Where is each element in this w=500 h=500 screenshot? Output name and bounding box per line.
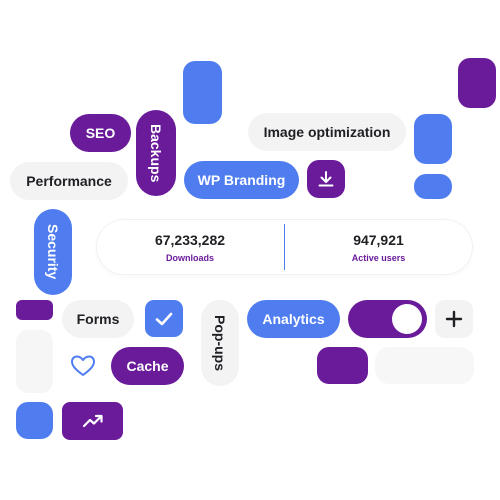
download-icon <box>316 169 336 189</box>
checkmark-icon <box>153 308 175 330</box>
trending-up-icon <box>82 413 104 429</box>
pop-ups-tag: Pop-ups <box>201 300 239 386</box>
favorite-button[interactable] <box>66 349 100 383</box>
stats-divider <box>284 224 285 270</box>
decor-block <box>414 174 452 199</box>
active-users-stat: 947,921 Active users <box>285 232 472 263</box>
toggle-switch[interactable] <box>348 300 427 338</box>
download-button[interactable] <box>307 160 345 198</box>
security-label: Security <box>45 224 61 280</box>
forms-tag: Forms <box>62 300 134 338</box>
analytics-tag: Analytics <box>247 300 340 338</box>
seo-tag: SEO <box>70 114 131 152</box>
add-button[interactable] <box>435 300 473 338</box>
checkbox[interactable] <box>145 300 183 337</box>
downloads-label: Downloads <box>165 253 214 263</box>
decor-block <box>16 330 53 393</box>
analytics-label: Analytics <box>262 311 325 327</box>
plus-icon <box>445 310 463 328</box>
forms-label: Forms <box>76 311 120 327</box>
downloads-stat: 67,233,282 Downloads <box>97 232 283 263</box>
decor-block <box>317 347 368 384</box>
decor-block <box>414 114 452 164</box>
image-optimization-tag: Image optimization <box>248 113 406 151</box>
active-users-value: 947,921 <box>353 232 404 248</box>
decor-block <box>458 58 496 108</box>
trending-button[interactable] <box>62 402 123 440</box>
performance-label: Performance <box>26 173 112 189</box>
downloads-value: 67,233,282 <box>154 232 226 248</box>
decor-block <box>375 347 474 384</box>
toggle-knob <box>392 304 422 334</box>
decor-block <box>16 402 53 439</box>
heart-icon <box>70 354 96 378</box>
wp-branding-tag: WP Branding <box>184 161 299 199</box>
cache-label: Cache <box>126 358 169 374</box>
pop-ups-label: Pop-ups <box>212 315 228 371</box>
backups-tag: Backups <box>136 110 176 196</box>
wp-branding-label: WP Branding <box>197 172 286 188</box>
performance-tag: Performance <box>10 162 128 200</box>
seo-label: SEO <box>85 125 116 141</box>
decor-block <box>16 300 53 320</box>
stats-card: 67,233,282 Downloads 947,921 Active user… <box>97 220 472 274</box>
image-optimization-label: Image optimization <box>263 124 391 140</box>
security-tag: Security <box>34 209 72 295</box>
decor-block <box>183 61 222 124</box>
backups-label: Backups <box>148 123 164 183</box>
active-users-label: Active users <box>351 253 406 263</box>
cache-tag: Cache <box>111 347 184 385</box>
